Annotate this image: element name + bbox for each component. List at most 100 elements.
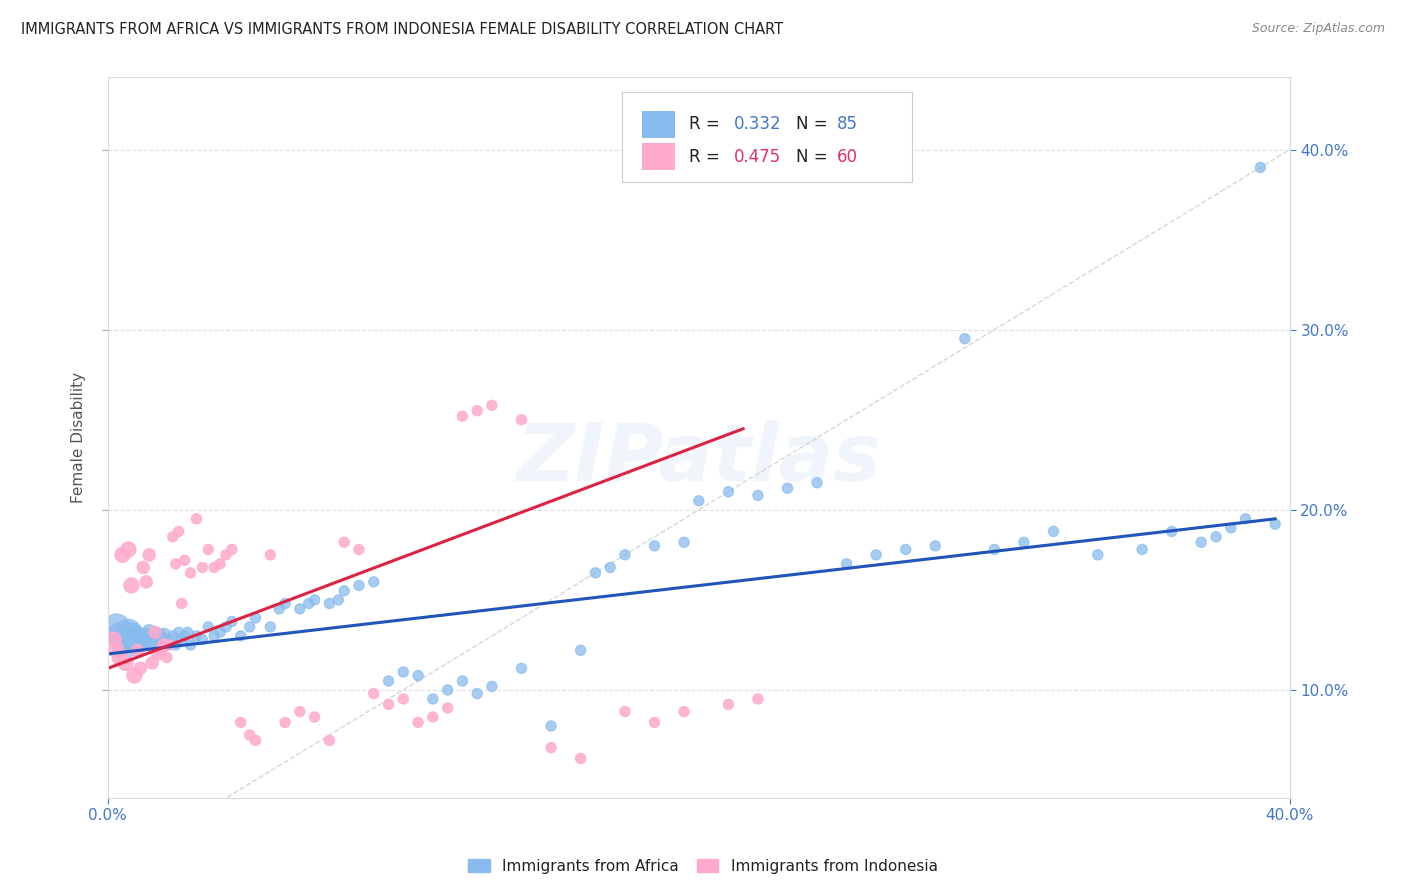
Point bbox=[156, 650, 179, 665]
FancyBboxPatch shape bbox=[643, 143, 675, 170]
Point bbox=[481, 398, 503, 412]
Point bbox=[149, 632, 172, 647]
Point bbox=[644, 539, 666, 553]
Point bbox=[111, 632, 134, 647]
Point bbox=[717, 484, 740, 499]
Point bbox=[983, 542, 1005, 557]
Point bbox=[304, 593, 326, 607]
Point bbox=[865, 548, 887, 562]
Point bbox=[153, 638, 176, 652]
Point bbox=[239, 728, 262, 742]
Point bbox=[747, 692, 769, 706]
Point bbox=[114, 656, 136, 670]
Point bbox=[111, 548, 134, 562]
Point bbox=[197, 542, 219, 557]
Point bbox=[377, 698, 399, 712]
Text: N =: N = bbox=[796, 115, 832, 133]
Point bbox=[333, 535, 356, 549]
Point bbox=[569, 643, 592, 657]
Point bbox=[239, 620, 262, 634]
Point bbox=[103, 632, 125, 647]
Point bbox=[146, 647, 169, 661]
Point bbox=[451, 409, 474, 424]
Point bbox=[1012, 535, 1035, 549]
Point bbox=[176, 625, 198, 640]
Point bbox=[569, 751, 592, 765]
Point bbox=[673, 705, 696, 719]
Point bbox=[191, 560, 214, 574]
Point bbox=[117, 625, 139, 640]
Point bbox=[167, 524, 190, 539]
Point bbox=[165, 557, 187, 571]
Point bbox=[776, 481, 799, 495]
Text: R =: R = bbox=[689, 148, 725, 166]
Point bbox=[806, 475, 828, 490]
Point bbox=[209, 557, 232, 571]
Legend: Immigrants from Africa, Immigrants from Indonesia: Immigrants from Africa, Immigrants from … bbox=[463, 853, 943, 880]
Point bbox=[124, 632, 146, 647]
Point bbox=[392, 665, 415, 679]
Point bbox=[465, 687, 488, 701]
Point bbox=[135, 574, 157, 589]
Point bbox=[510, 661, 533, 675]
Text: Source: ZipAtlas.com: Source: ZipAtlas.com bbox=[1251, 22, 1385, 36]
Point bbox=[221, 615, 243, 629]
Point bbox=[132, 560, 155, 574]
Point bbox=[117, 542, 139, 557]
Point bbox=[159, 638, 181, 652]
Point bbox=[894, 542, 917, 557]
Point bbox=[141, 632, 163, 647]
Point bbox=[186, 629, 208, 643]
Point bbox=[318, 733, 340, 747]
Point bbox=[105, 620, 128, 634]
Point bbox=[129, 638, 152, 652]
Point bbox=[173, 629, 195, 643]
Point bbox=[274, 597, 297, 611]
Point bbox=[108, 629, 131, 643]
Point bbox=[124, 668, 146, 682]
Point bbox=[141, 656, 163, 670]
Point bbox=[599, 560, 621, 574]
Point bbox=[170, 597, 193, 611]
Point bbox=[269, 602, 291, 616]
Point bbox=[288, 705, 311, 719]
Text: N =: N = bbox=[796, 148, 832, 166]
Point bbox=[114, 638, 136, 652]
Point bbox=[673, 535, 696, 549]
Point bbox=[221, 542, 243, 557]
Point bbox=[318, 597, 340, 611]
Point bbox=[215, 548, 238, 562]
Point bbox=[127, 643, 149, 657]
Point bbox=[1160, 524, 1182, 539]
Point bbox=[108, 650, 131, 665]
Point bbox=[165, 638, 187, 652]
Point bbox=[159, 632, 181, 647]
Point bbox=[149, 643, 172, 657]
Point bbox=[259, 548, 281, 562]
Point bbox=[540, 740, 562, 755]
Point bbox=[170, 632, 193, 647]
Point bbox=[259, 620, 281, 634]
Point bbox=[1219, 521, 1241, 535]
Text: 0.332: 0.332 bbox=[734, 115, 782, 133]
Point bbox=[167, 625, 190, 640]
Text: 60: 60 bbox=[837, 148, 858, 166]
Point bbox=[465, 403, 488, 417]
Point bbox=[180, 638, 202, 652]
Point bbox=[153, 629, 176, 643]
Text: 85: 85 bbox=[837, 115, 858, 133]
Point bbox=[406, 668, 429, 682]
Text: IMMIGRANTS FROM AFRICA VS IMMIGRANTS FROM INDONESIA FEMALE DISABILITY CORRELATIO: IMMIGRANTS FROM AFRICA VS IMMIGRANTS FRO… bbox=[21, 22, 783, 37]
Point bbox=[1249, 161, 1271, 175]
Point bbox=[202, 629, 225, 643]
Point bbox=[422, 710, 444, 724]
Point bbox=[835, 557, 858, 571]
Point bbox=[1264, 517, 1286, 532]
Text: R =: R = bbox=[689, 115, 725, 133]
Point bbox=[510, 413, 533, 427]
Point bbox=[120, 578, 142, 592]
Point bbox=[304, 710, 326, 724]
Point bbox=[377, 673, 399, 688]
Point bbox=[202, 560, 225, 574]
Point bbox=[747, 488, 769, 502]
